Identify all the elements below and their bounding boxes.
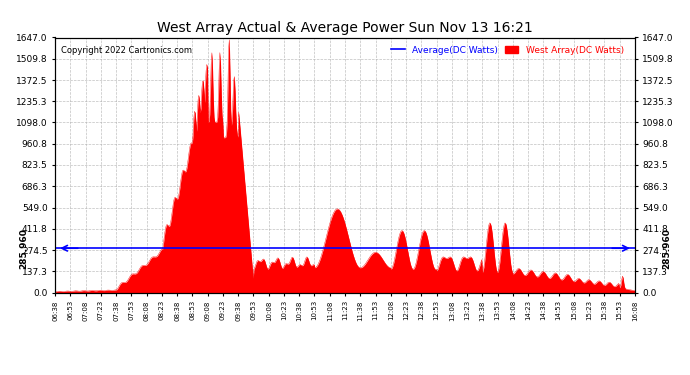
- Title: West Array Actual & Average Power Sun Nov 13 16:21: West Array Actual & Average Power Sun No…: [157, 21, 533, 35]
- Text: 285.960: 285.960: [19, 228, 28, 268]
- Text: 285.960: 285.960: [662, 228, 671, 268]
- Legend: Average(DC Watts), West Array(DC Watts): Average(DC Watts), West Array(DC Watts): [387, 42, 627, 58]
- Text: Copyright 2022 Cartronics.com: Copyright 2022 Cartronics.com: [61, 46, 192, 56]
